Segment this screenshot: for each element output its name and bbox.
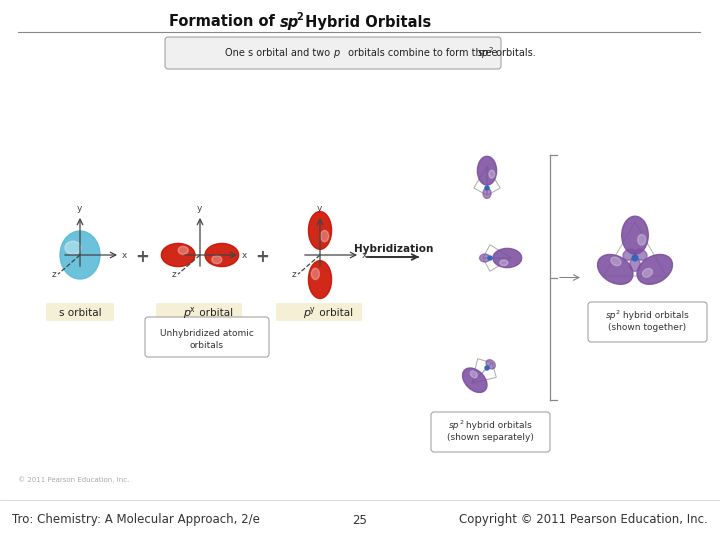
Ellipse shape bbox=[483, 188, 491, 198]
Text: orbitals: orbitals bbox=[190, 341, 224, 349]
FancyBboxPatch shape bbox=[165, 37, 501, 69]
FancyBboxPatch shape bbox=[145, 317, 269, 357]
Text: y: y bbox=[76, 204, 81, 213]
Text: sp: sp bbox=[477, 48, 489, 58]
Circle shape bbox=[485, 186, 489, 190]
Text: p: p bbox=[183, 308, 190, 318]
Ellipse shape bbox=[637, 254, 672, 285]
Text: x: x bbox=[122, 252, 127, 260]
Text: y: y bbox=[197, 204, 202, 213]
Text: +: + bbox=[255, 248, 269, 266]
Text: sp: sp bbox=[280, 15, 300, 30]
Ellipse shape bbox=[480, 254, 490, 262]
Circle shape bbox=[485, 366, 489, 370]
Text: z: z bbox=[171, 270, 176, 279]
Ellipse shape bbox=[470, 371, 477, 378]
Ellipse shape bbox=[638, 234, 646, 245]
Text: +: + bbox=[135, 248, 149, 266]
Text: (shown together): (shown together) bbox=[608, 323, 686, 333]
Text: orbital: orbital bbox=[196, 308, 233, 318]
Text: orbitals.: orbitals. bbox=[493, 48, 536, 58]
Ellipse shape bbox=[630, 258, 640, 271]
Text: hybrid orbitals: hybrid orbitals bbox=[463, 422, 532, 430]
Ellipse shape bbox=[493, 248, 522, 268]
Text: sp: sp bbox=[449, 422, 459, 430]
Ellipse shape bbox=[320, 231, 328, 242]
FancyBboxPatch shape bbox=[46, 303, 114, 321]
Text: orbitals combine to form three: orbitals combine to form three bbox=[345, 48, 500, 58]
Text: 2: 2 bbox=[296, 12, 302, 22]
Text: y: y bbox=[316, 204, 322, 213]
Ellipse shape bbox=[212, 255, 222, 264]
Text: (shown separately): (shown separately) bbox=[446, 434, 534, 442]
Ellipse shape bbox=[161, 244, 195, 267]
Text: Hybrid Orbitals: Hybrid Orbitals bbox=[300, 15, 431, 30]
Text: Unhybridized atomic: Unhybridized atomic bbox=[160, 328, 254, 338]
Text: orbital: orbital bbox=[316, 308, 353, 318]
Text: x: x bbox=[242, 252, 248, 260]
Ellipse shape bbox=[489, 170, 495, 178]
FancyBboxPatch shape bbox=[276, 303, 362, 321]
Text: x: x bbox=[362, 252, 367, 260]
Ellipse shape bbox=[611, 257, 621, 266]
Circle shape bbox=[488, 256, 492, 260]
Ellipse shape bbox=[486, 360, 495, 369]
Text: 25: 25 bbox=[353, 514, 367, 526]
Text: p: p bbox=[303, 308, 310, 318]
Text: © 2011 Pearson Education, Inc.: © 2011 Pearson Education, Inc. bbox=[18, 477, 130, 483]
Circle shape bbox=[632, 255, 638, 261]
Ellipse shape bbox=[311, 268, 320, 280]
Text: One s orbital and two: One s orbital and two bbox=[225, 48, 333, 58]
Text: z: z bbox=[292, 270, 296, 279]
Text: 2: 2 bbox=[489, 47, 493, 53]
Ellipse shape bbox=[623, 249, 636, 260]
Ellipse shape bbox=[500, 260, 508, 266]
Text: x: x bbox=[190, 306, 194, 314]
Text: sp: sp bbox=[606, 312, 616, 321]
Text: hybrid orbitals: hybrid orbitals bbox=[620, 312, 689, 321]
Ellipse shape bbox=[308, 212, 331, 249]
Text: y: y bbox=[310, 306, 315, 314]
Ellipse shape bbox=[462, 368, 487, 393]
Text: 2: 2 bbox=[616, 310, 620, 315]
FancyBboxPatch shape bbox=[588, 302, 707, 342]
Text: s orbital: s orbital bbox=[59, 308, 102, 318]
Text: Hybridization: Hybridization bbox=[354, 244, 433, 254]
Text: p: p bbox=[333, 48, 339, 58]
Ellipse shape bbox=[65, 241, 81, 254]
Ellipse shape bbox=[477, 156, 497, 185]
Ellipse shape bbox=[205, 244, 238, 267]
Text: 2: 2 bbox=[459, 421, 463, 426]
Ellipse shape bbox=[642, 268, 652, 277]
Ellipse shape bbox=[178, 246, 188, 254]
Text: Tro: Chemistry: A Molecular Approach, 2/e: Tro: Chemistry: A Molecular Approach, 2/… bbox=[12, 514, 260, 526]
Ellipse shape bbox=[308, 261, 331, 299]
FancyBboxPatch shape bbox=[431, 412, 550, 452]
Ellipse shape bbox=[598, 254, 633, 285]
Ellipse shape bbox=[634, 249, 647, 260]
Text: Copyright © 2011 Pearson Education, Inc.: Copyright © 2011 Pearson Education, Inc. bbox=[459, 514, 708, 526]
FancyBboxPatch shape bbox=[156, 303, 242, 321]
Ellipse shape bbox=[60, 231, 100, 279]
Text: Formation of: Formation of bbox=[169, 15, 280, 30]
Ellipse shape bbox=[621, 216, 648, 254]
Text: z: z bbox=[51, 270, 56, 279]
